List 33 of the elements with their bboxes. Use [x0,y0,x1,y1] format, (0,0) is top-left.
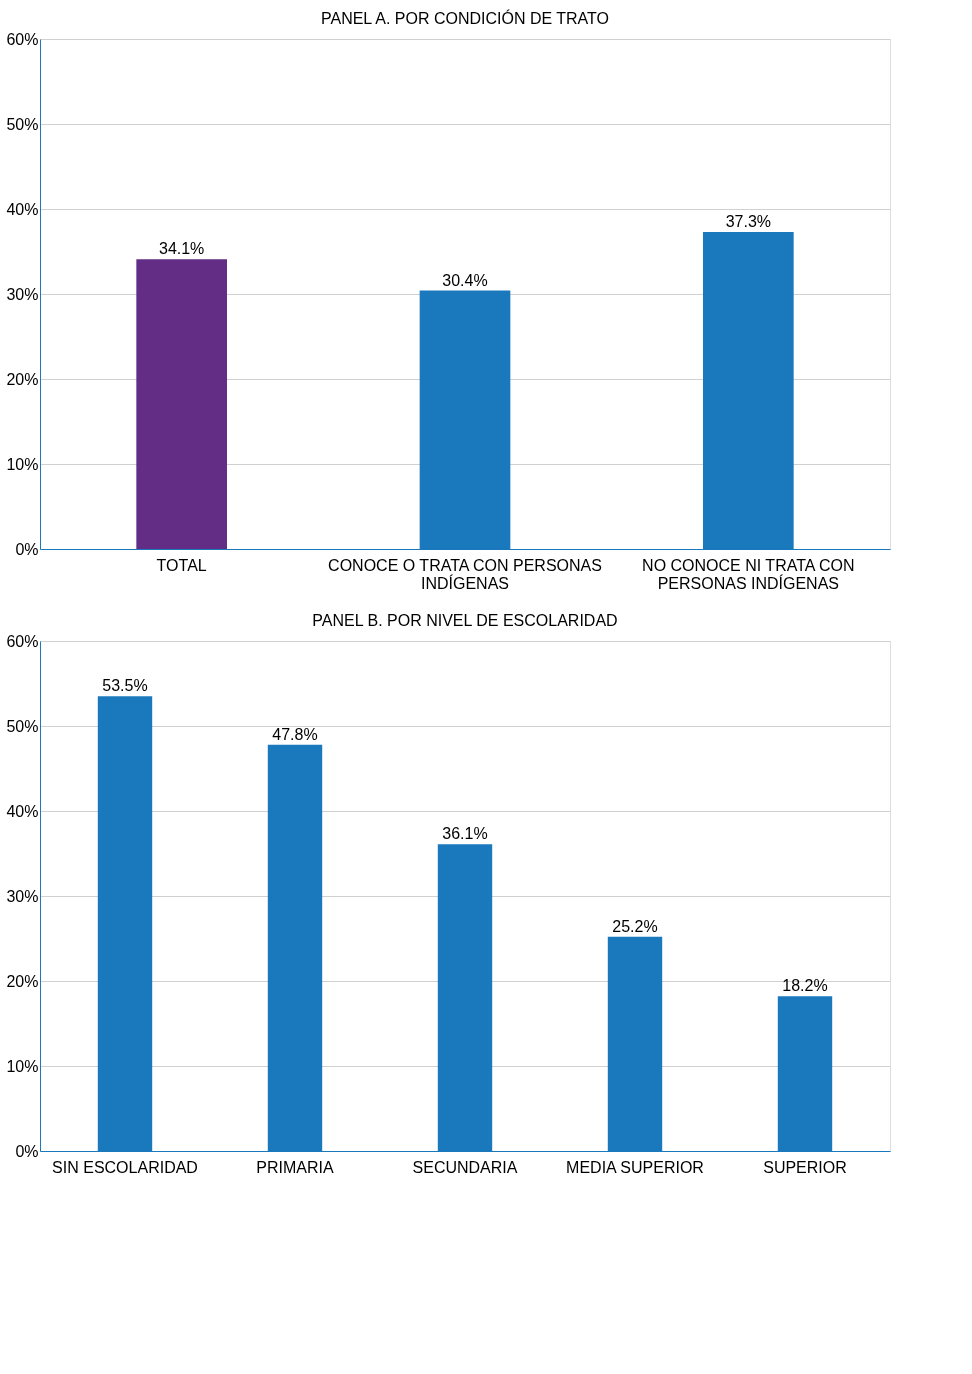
x-tick-label: PRIMARIA [256,1158,334,1176]
y-tick-label: 0% [15,540,39,558]
y-tick-label: 20% [6,972,39,990]
y-tick-label: 40% [6,802,39,820]
y-tick-label: 30% [6,887,39,905]
y-tick-label: 50% [6,717,39,735]
data-label: 47.8% [272,725,318,743]
y-tick-label: 50% [6,115,39,133]
y-tick-label: 60% [6,632,39,650]
data-label: 53.5% [102,677,148,695]
y-tick-label: 10% [6,1057,39,1075]
data-label: 34.1% [158,240,205,258]
x-tick-label: SECUNDARIA [412,1158,518,1176]
y-tick-label: 40% [6,200,39,218]
bar [136,259,227,549]
data-label: 37.3% [725,212,772,230]
y-tick-label: 20% [6,370,39,388]
y-tick-label: 0% [15,1142,39,1160]
data-label: 18.2% [782,977,828,995]
data-label: 36.1% [442,825,488,843]
data-label: 30.4% [442,271,488,289]
x-tick-label: NO CONOCE NI TRATA CON PERSONAS INDÍGENAS [642,556,855,592]
y-tick-label: 60% [6,30,39,48]
x-tick-label: SIN ESCOLARIDAD [52,1158,198,1176]
x-tick-label: MEDIA SUPERIOR [566,1158,704,1176]
x-tick-label: TOTAL [156,556,207,574]
data-label: 25.2% [612,917,658,935]
chart-title: PANEL B. POR NIVEL DE ESCOLARIDAD [312,612,618,629]
chart-title: PANEL A. POR CONDICIÓN DE TRATO [320,9,610,27]
y-tick-label: 30% [6,285,39,303]
y-tick-label: 10% [6,455,39,473]
x-tick-label: SUPERIOR [763,1158,847,1176]
x-tick-label: CONOCE O TRATA CON PERSONAS INDÍGENAS [328,556,602,592]
